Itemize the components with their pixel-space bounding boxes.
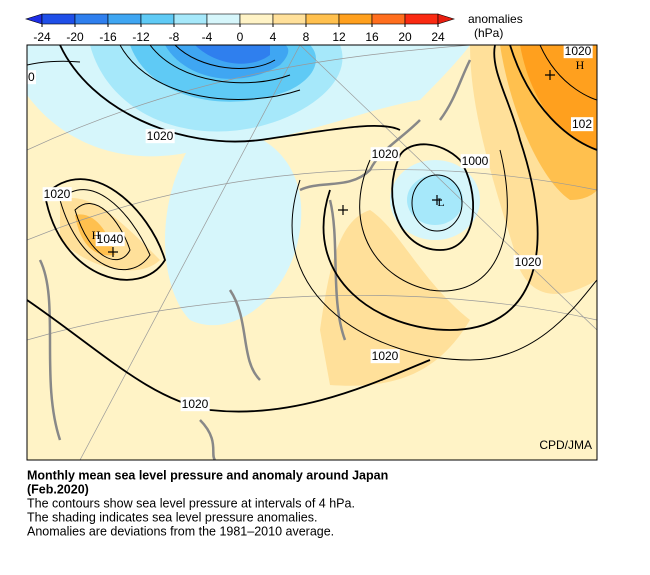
colorbar-bin: [239, 13, 274, 25]
isobar-label-bg: [145, 129, 175, 144]
graticule: [27, 45, 597, 460]
colorbar-tick-label: 12: [332, 30, 346, 44]
isobars: [27, 45, 597, 413]
center-crosses: [108, 70, 555, 257]
colorbar-tick-label: -24: [33, 30, 51, 44]
colorbar-bin: [404, 13, 439, 25]
pressure-center: H: [92, 228, 101, 242]
colorbar-tick-label: -16: [99, 30, 117, 44]
anomaly-area: [195, 45, 270, 64]
isobar-label-bg: [42, 187, 72, 202]
isobar-label: 1040: [97, 232, 124, 246]
isobar-label: 1020: [372, 349, 399, 363]
colorbar-tick-label: 4: [270, 30, 277, 44]
caption-line: The contours show sea level pressure at …: [27, 496, 355, 510]
colorbar-tick-label: -4: [202, 30, 213, 44]
coastline: [38, 59, 472, 460]
colorbar-tick-label: -12: [132, 30, 150, 44]
colorbar: -24 -20 -16 -12 -8 -4 0 4 8 12 16 20 24 anomalies(hPa…: [24, 12, 523, 44]
isobar-label: 1020: [182, 397, 209, 411]
colorbar-bin: [338, 13, 373, 25]
isobar-label: 1020: [565, 44, 592, 58]
isobar-label-bg: [27, 70, 36, 85]
isobar-label: 102: [572, 117, 592, 131]
isobar-label-bg: [180, 397, 210, 412]
colorbar-tick-label: 24: [431, 30, 445, 44]
colorbar-tick-label: -20: [66, 30, 84, 44]
colorbar-bin: [74, 13, 109, 25]
isobar-label-bg: [370, 349, 400, 364]
caption-title: (Feb.2020): [27, 482, 89, 496]
isobar-label-bg: [563, 45, 593, 59]
map-frame: [26, 44, 598, 461]
isobar-label-bg: [570, 117, 594, 132]
isobar-label: 1020: [44, 187, 71, 201]
colorbar-label: anomalies: [468, 12, 523, 26]
isobar-label-bg: [95, 232, 125, 247]
isobar-label: 1020: [515, 255, 542, 269]
colorbar-bin: [206, 13, 241, 25]
colorbar-bin: [41, 13, 76, 25]
isobar-label: 1020: [147, 129, 174, 143]
colorbar-arrow: [437, 13, 456, 25]
map-labels: 20 1020 1020 1020 1040 1000 1020 1020 1020 1020 10…: [21, 44, 594, 412]
caption-line: The shading indicates sea level pressure…: [27, 510, 317, 524]
credit: CPD/JMA: [539, 438, 592, 452]
isobar-label-bg: [460, 154, 490, 169]
colorbar-bin: [305, 13, 340, 25]
pressure-center: L: [437, 195, 444, 209]
colorbar-tick-label: -8: [169, 30, 180, 44]
caption-title: Monthly mean sea level pressure and anom…: [27, 468, 388, 482]
isobar-label: 20: [21, 70, 35, 84]
colorbar-bin: [173, 13, 208, 25]
colorbar-bin: [371, 13, 406, 25]
colorbar-tick-label: 20: [398, 30, 412, 44]
colorbar-arrow: [24, 13, 43, 25]
isobar-label-bg: [370, 147, 400, 162]
colorbar-bin: [107, 13, 142, 25]
caption-line: Anomalies are deviations from the 1981–2…: [27, 524, 334, 538]
colorbar-tick-label: 0: [237, 30, 244, 44]
map: 20 1020 1020 1020 1040 1000 1020 1020 1020 1020 10…: [21, 44, 597, 460]
isobar-label-bg: [513, 255, 543, 270]
isobar-label: 1000: [462, 154, 489, 168]
colorbar-bin: [140, 13, 175, 25]
colorbar-label: (hPa): [474, 26, 503, 40]
colorbar-tick-label: 8: [303, 30, 310, 44]
isobar-label: 1020: [372, 147, 399, 161]
colorbar-tick-label: 16: [365, 30, 379, 44]
colorbar-bin: [272, 13, 307, 25]
pressure-center: H: [576, 58, 585, 72]
anomaly-area: [320, 210, 470, 386]
